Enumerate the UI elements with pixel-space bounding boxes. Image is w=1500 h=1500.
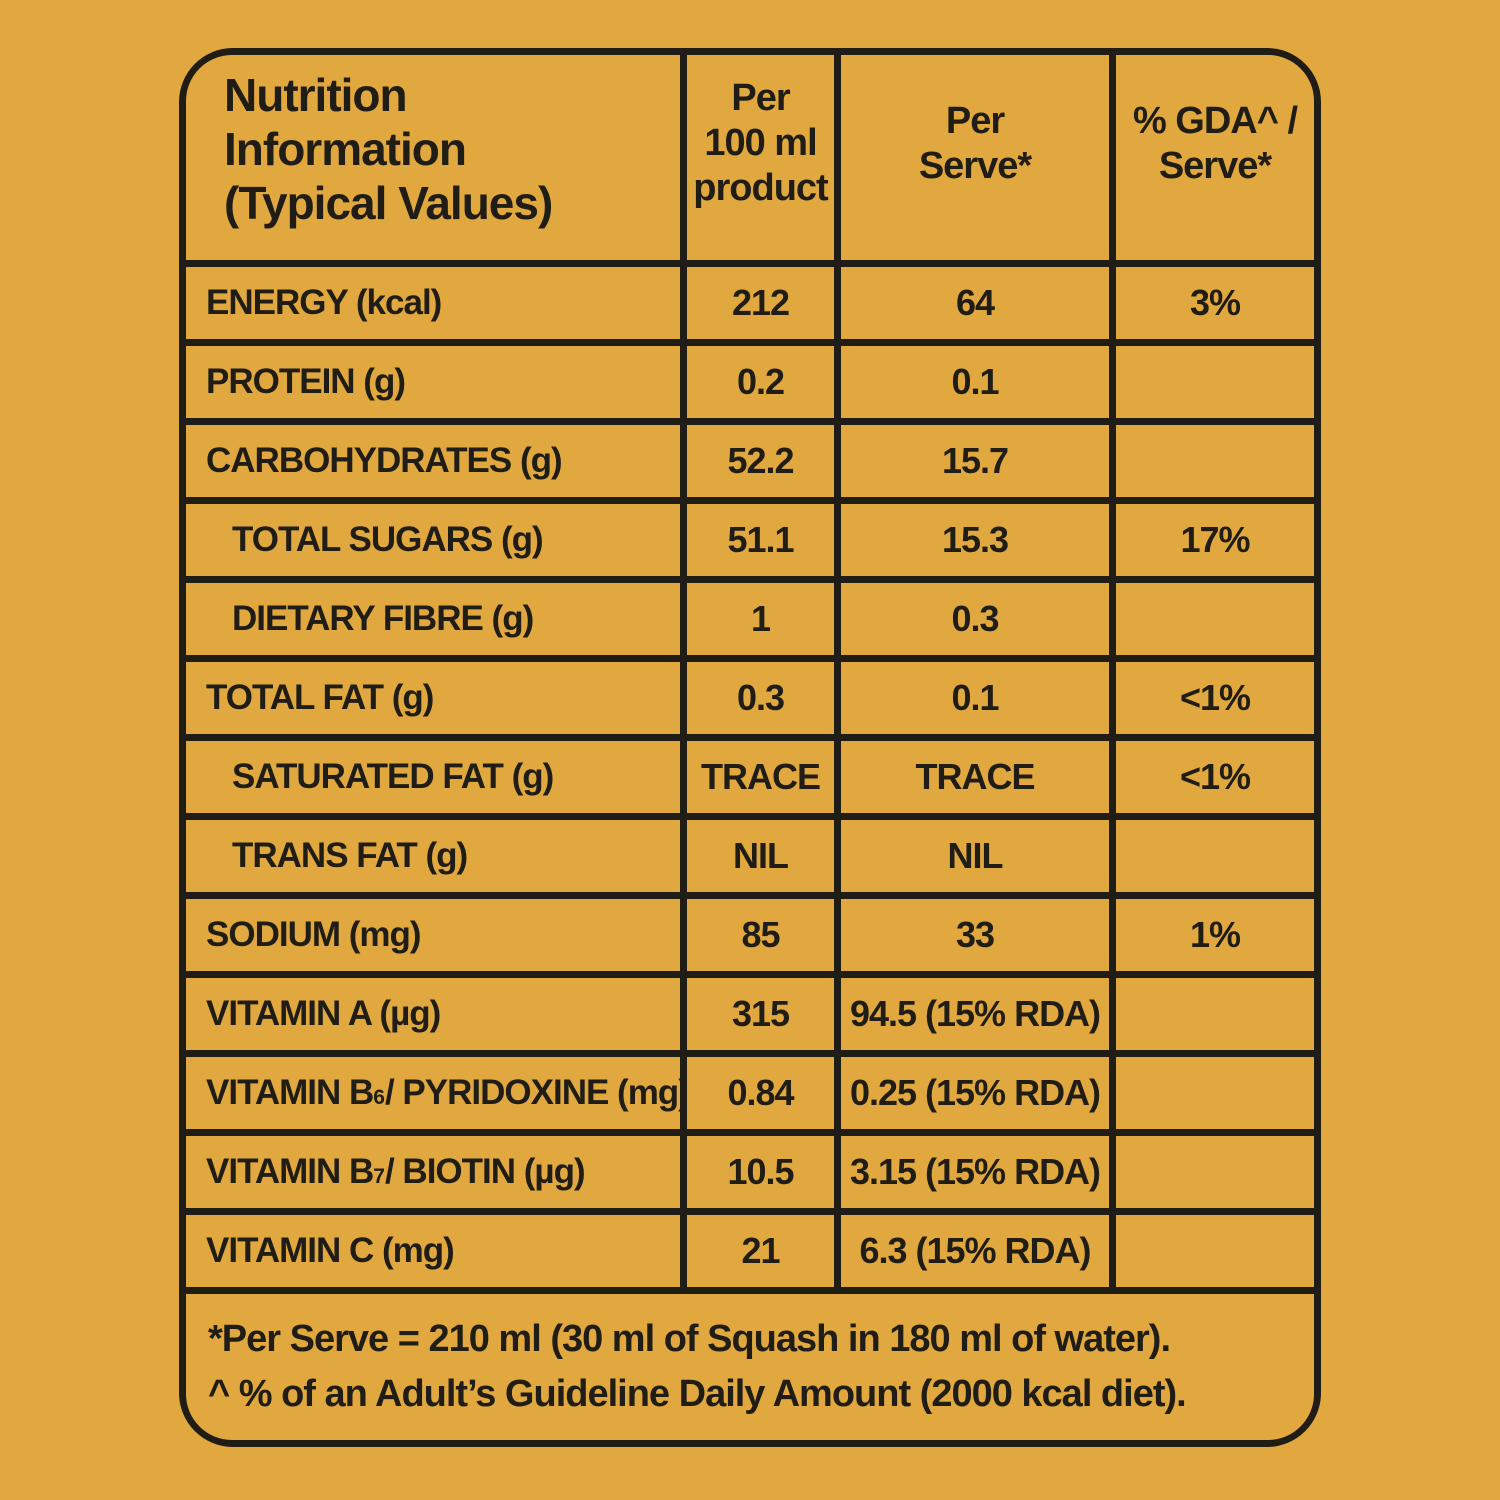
value-gda-per-serve [1116,978,1314,1050]
row-label-text: DIETARY FIBRE (g) [232,598,534,638]
row-label: VITAMIN A (µg) [186,978,680,1050]
footnotes: *Per Serve = 210 ml (30 ml of Squash in … [186,1294,1314,1440]
row-label-subscript: 6 [373,1085,385,1109]
row-label-text: SODIUM (mg) [206,914,422,954]
value-per-serve: 0.1 [841,346,1109,418]
row-label-text: TOTAL SUGARS (g) [232,519,544,559]
row-label-subscript: 7 [373,1164,385,1188]
value-per-100ml: 51.1 [687,504,834,576]
value-per-serve: 94.5 (15% RDA) [841,978,1109,1050]
value-per-serve: 0.3 [841,583,1109,655]
value-per-serve: 64 [841,267,1109,339]
row-label-text: CARBOHYDRATES (g) [206,440,563,480]
value-gda-per-serve: 3% [1116,267,1314,339]
value-per-100ml: 52.2 [687,425,834,497]
footnote-per-serve: *Per Serve = 210 ml (30 ml of Squash in … [208,1317,1171,1360]
value-gda-per-serve [1116,583,1314,655]
row-label-text: / BIOTIN (µg) [384,1151,586,1191]
value-per-serve: 3.15 (15% RDA) [841,1136,1109,1208]
value-gda-per-serve [1116,1057,1314,1129]
value-per-serve: 15.7 [841,425,1109,497]
value-per-serve: 0.1 [841,662,1109,734]
value-per-serve: 33 [841,899,1109,971]
value-gda-per-serve [1116,1215,1314,1287]
nutrition-table: Nutrition Information (Typical Values) P… [179,48,1321,1447]
value-gda-per-serve: 17% [1116,504,1314,576]
value-per-serve: NIL [841,820,1109,892]
row-label-text: VITAMIN A (µg) [206,993,441,1033]
row-label-text: PROTEIN (g) [206,361,406,401]
value-per-100ml: 1 [687,583,834,655]
row-label: PROTEIN (g) [186,346,680,418]
row-label-text: TRANS FAT (g) [232,835,468,875]
row-label: CARBOHYDRATES (g) [186,425,680,497]
row-label-text: ENERGY (kcal) [206,282,442,322]
value-per-100ml: 0.3 [687,662,834,734]
value-per-100ml: NIL [687,820,834,892]
row-label-text: TOTAL FAT (g) [206,677,434,717]
row-label: VITAMIN B 6/ PYRIDOXINE (mg) [186,1057,680,1129]
row-label: SATURATED FAT (g) [186,741,680,813]
column-header-per-serve: Per Serve* [841,55,1109,260]
row-label-text: VITAMIN C (mg) [206,1230,455,1270]
table-title: Nutrition Information (Typical Values) [186,55,680,260]
value-gda-per-serve: <1% [1116,741,1314,813]
value-per-serve: 6.3 (15% RDA) [841,1215,1109,1287]
row-label: ENERGY (kcal) [186,267,680,339]
row-label-text: VITAMIN B [206,1151,374,1191]
row-label: TOTAL SUGARS (g) [186,504,680,576]
value-per-serve: TRACE [841,741,1109,813]
value-gda-per-serve [1116,346,1314,418]
column-header-per-100ml: Per 100 ml product [687,55,834,260]
value-gda-per-serve [1116,425,1314,497]
row-label: TOTAL FAT (g) [186,662,680,734]
column-header-gda-per-serve: % GDA^ / Serve* [1116,55,1314,260]
row-label-text: VITAMIN B [206,1072,374,1112]
value-per-100ml: 0.84 [687,1057,834,1129]
value-per-100ml: 0.2 [687,346,834,418]
row-label: TRANS FAT (g) [186,820,680,892]
row-label: VITAMIN B 7/ BIOTIN (µg) [186,1136,680,1208]
value-per-serve: 15.3 [841,504,1109,576]
row-label: VITAMIN C (mg) [186,1215,680,1287]
value-gda-per-serve [1116,820,1314,892]
value-per-100ml: TRACE [687,741,834,813]
footnote-gda: ^ % of an Adult’s Guideline Daily Amount… [208,1373,1187,1415]
row-label-text: / PYRIDOXINE (mg) [384,1072,680,1112]
value-per-100ml: 212 [687,267,834,339]
row-label-text: SATURATED FAT (g) [232,756,554,796]
value-per-100ml: 21 [687,1215,834,1287]
value-per-100ml: 85 [687,899,834,971]
value-per-100ml: 315 [687,978,834,1050]
value-per-100ml: 10.5 [687,1136,834,1208]
value-gda-per-serve [1116,1136,1314,1208]
row-label: DIETARY FIBRE (g) [186,583,680,655]
value-gda-per-serve: <1% [1116,662,1314,734]
value-per-serve: 0.25 (15% RDA) [841,1057,1109,1129]
value-gda-per-serve: 1% [1116,899,1314,971]
row-label: SODIUM (mg) [186,899,680,971]
